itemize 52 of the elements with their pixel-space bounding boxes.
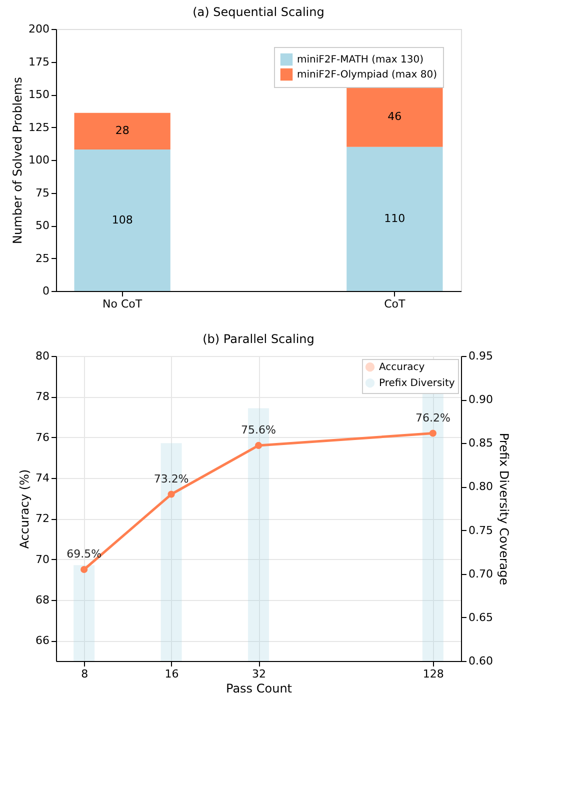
x-axis-title: Pass Count	[226, 682, 292, 696]
y2-tick-label: 0.75	[468, 524, 493, 537]
y-tick-label: 50	[36, 219, 50, 232]
chart-title: (b) Parallel Scaling	[202, 332, 314, 346]
y2-axis-title: Prefix Diversity Coverage	[496, 432, 511, 586]
y-tick-label: 72	[36, 512, 50, 526]
data-label: 69.5%	[66, 548, 102, 560]
y2-tick-label: 0.80	[468, 480, 493, 494]
y2-tick-label: 0.90	[468, 393, 493, 406]
y-tick-label: 76	[36, 430, 50, 444]
data-label: 46	[388, 110, 402, 123]
data-label: 28	[115, 124, 130, 138]
y2-tick-label: 0.85	[468, 436, 493, 450]
bar	[74, 112, 170, 150]
y-tick-label: 200	[28, 22, 50, 36]
y-tick-label: 68	[36, 594, 50, 606]
y-tick-label: 150	[28, 88, 50, 101]
data-label: 75.6%	[241, 423, 276, 436]
data-label: 110	[384, 212, 406, 225]
x-tick-label: 16	[164, 668, 179, 680]
legend-label: Accuracy	[379, 362, 425, 373]
chart-title: (a) Sequential Scaling	[192, 5, 324, 19]
y-tick-label: 75	[36, 186, 50, 200]
y2-tick-label: 0.65	[468, 610, 493, 624]
y-tick-label: 25	[36, 252, 50, 265]
data-label: 76.2%	[415, 411, 450, 424]
bar	[74, 150, 170, 291]
y-tick-label: 78	[36, 390, 50, 404]
y-tick-label: 0	[42, 284, 50, 298]
data-label: 73.2%	[154, 472, 189, 486]
y-axis-title: Number of Solved Problems	[10, 77, 25, 244]
bar	[346, 146, 443, 291]
y-tick-label: 100	[28, 154, 50, 166]
y2-tick-label: 0.60	[468, 654, 493, 668]
legend-label: miniF2F-MATH (max 130)	[297, 54, 424, 66]
y-tick-label: 74	[36, 472, 50, 484]
legend-label: Prefix Diversity	[379, 378, 455, 389]
y-tick-label: 70	[36, 552, 50, 566]
x-tick-label: 8	[81, 668, 88, 680]
y2-tick-label: 0.95	[468, 350, 493, 362]
y-tick-label: 175	[28, 55, 50, 68]
y-tick-label: 125	[28, 120, 50, 134]
x-tick-label: CoT	[384, 298, 406, 310]
y-axis-title: Accuracy (%)	[18, 469, 32, 549]
legend-label: miniF2F-Olympiad (max 80)	[297, 70, 438, 80]
x-tick-label: 32	[252, 668, 266, 680]
data-label: 108	[112, 213, 133, 226]
y2-tick-label: 0.70	[468, 567, 493, 580]
x-tick-label: 128	[422, 668, 444, 680]
y-tick-label: 66	[36, 634, 50, 648]
y-tick-label: 80	[36, 350, 50, 362]
x-tick-label: No CoT	[102, 298, 142, 310]
